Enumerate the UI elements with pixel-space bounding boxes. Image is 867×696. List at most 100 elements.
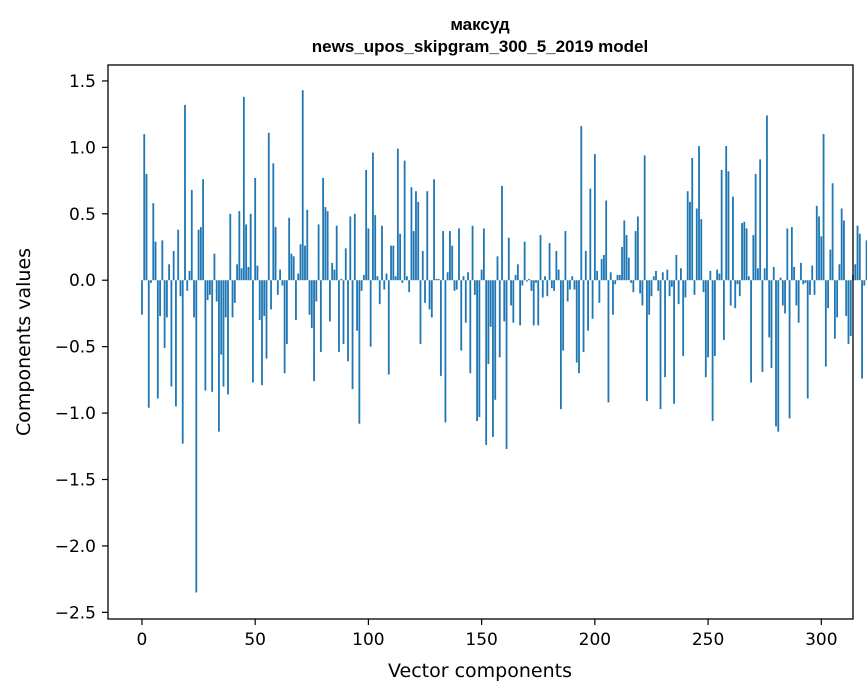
bar-278 [771,280,773,368]
bar-196 [585,251,587,280]
bar-142 [463,276,465,280]
bar-272 [757,268,759,280]
bar-170 [526,280,528,281]
bar-313 [850,280,852,336]
bar-289 [795,280,797,305]
y-tick-label: −0.5 [55,338,96,358]
bar-65 [288,218,290,280]
bar-126 [426,191,428,280]
bar-299 [818,216,820,280]
bar-222 [644,155,646,280]
bar-154 [490,280,492,327]
bar-237 [678,280,680,304]
bar-135 [447,272,449,280]
bar-119 [411,187,413,280]
bar-236 [675,255,677,280]
bar-160 [503,280,505,321]
bar-96 [358,280,360,423]
y-tick-label: −1.5 [55,471,96,491]
bar-105 [379,280,381,304]
y-tick-label: 1.0 [69,138,96,158]
bar-6 [155,242,157,281]
bar-19 [184,105,186,280]
bar-128 [431,280,433,317]
y-tick-label: 0.5 [69,205,96,225]
bar-162 [508,238,510,281]
bar-253 [714,280,716,356]
bar-209 [614,280,616,284]
bar-163 [510,280,512,305]
bar-13 [171,280,173,386]
bar-112 [395,276,397,280]
bar-274 [762,280,764,372]
bar-205 [605,201,607,281]
bar-184 [558,270,560,281]
bar-280 [775,280,777,426]
bar-57 [270,280,272,309]
bar-143 [465,280,467,323]
bar-56 [268,133,270,280]
bar-316 [857,226,859,280]
bar-58 [272,163,274,280]
bar-50 [254,178,256,280]
bar-259 [728,171,730,280]
bar-42 [236,264,238,280]
bar-146 [472,226,474,280]
bar-211 [619,275,621,280]
bar-318 [861,280,863,378]
bar-238 [680,268,682,280]
bar-89 [343,280,345,344]
bar-173 [533,280,535,325]
bar-202 [598,280,600,303]
bar-309 [841,208,843,280]
bar-99 [365,170,367,280]
bar-55 [266,280,268,358]
bar-166 [517,264,519,280]
bar-23 [193,280,195,317]
bar-277 [768,280,770,337]
bar-234 [671,280,673,287]
bar-123 [420,280,422,344]
bar-164 [512,280,514,323]
bar-270 [752,235,754,280]
bar-288 [793,267,795,280]
bar-189 [569,280,571,289]
bar-131 [438,279,440,280]
bar-159 [501,186,503,280]
bar-241 [687,191,689,280]
bar-107 [383,280,385,289]
bar-197 [587,280,589,330]
bar-102 [372,153,374,281]
bar-15 [175,280,177,406]
bar-281 [777,280,779,431]
bar-244 [694,280,696,295]
bar-49 [252,280,254,382]
bar-100 [368,228,370,280]
bar-138 [454,280,456,291]
bar-63 [284,280,286,373]
bar-291 [800,263,802,280]
bar-194 [580,126,582,280]
bar-276 [766,115,768,280]
bar-287 [791,227,793,280]
bar-7 [157,280,159,398]
bar-21 [189,271,191,280]
bar-122 [417,202,419,280]
bar-141 [460,280,462,350]
bar-231 [664,280,666,377]
bar-252 [712,280,714,421]
bar-24 [195,280,197,592]
bar-199 [592,280,594,319]
bar-190 [571,276,573,280]
bar-286 [789,280,791,418]
bar-258 [725,146,727,280]
bar-264 [739,280,741,296]
bar-177 [542,280,544,297]
x-tick-label: 50 [244,630,266,650]
bar-306 [834,280,836,338]
bar-66 [291,254,293,281]
bar-62 [281,280,283,285]
bar-86 [336,226,338,280]
bar-79 [320,280,322,352]
bar-161 [506,280,508,449]
